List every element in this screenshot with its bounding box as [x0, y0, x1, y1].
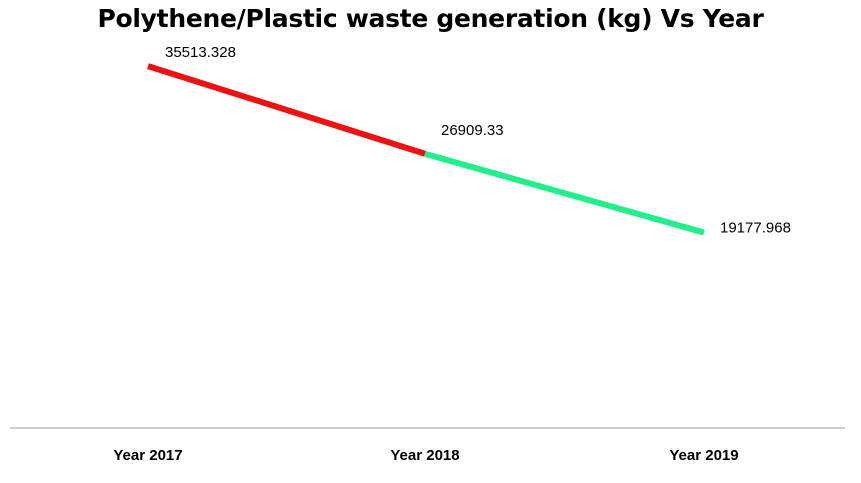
x-tick-label-2: Year 2018	[390, 447, 459, 464]
chart-title: Polythene/Plastic waste generation (kg) …	[97, 4, 764, 33]
x-tick-label-1: Year 2017	[113, 447, 182, 464]
line-segments	[147, 63, 705, 236]
x-tick-label-3: Year 2019	[669, 447, 738, 464]
data-label-3: 19177.968	[720, 220, 791, 237]
data-labels: 35513.328 26909.33 19177.968	[165, 44, 791, 236]
line-segment-1	[147, 63, 426, 157]
data-label-2: 26909.33	[441, 122, 504, 139]
x-tick-labels: Year 2017 Year 2018 Year 2019	[113, 447, 738, 464]
data-label-1: 35513.328	[165, 44, 236, 61]
line-segment-2	[424, 150, 705, 236]
